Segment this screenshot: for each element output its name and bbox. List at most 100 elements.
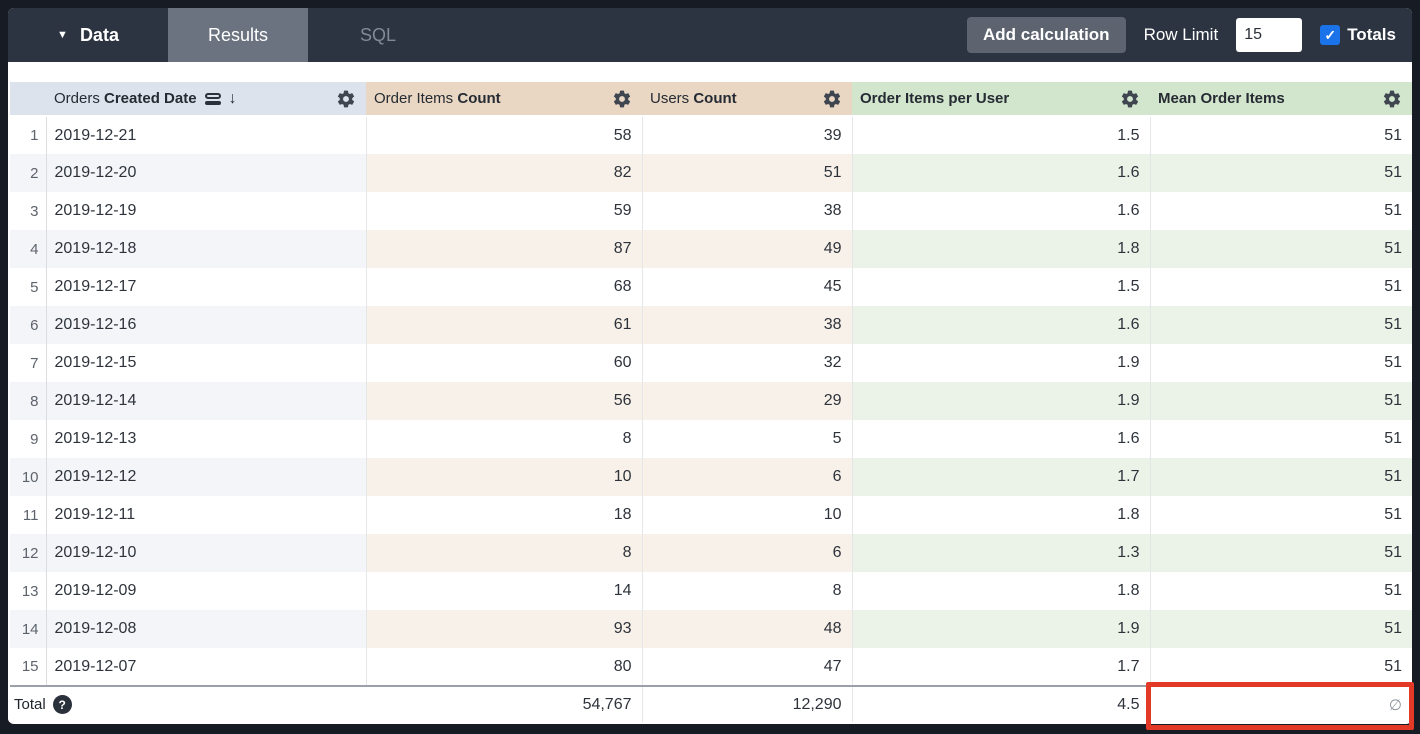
tab-sql[interactable]: SQL: [359, 24, 397, 45]
cell-mean-order-items[interactable]: 51: [1384, 582, 1402, 599]
cell-order-items-per-user[interactable]: 1.7: [852, 648, 1151, 686]
cell-order-items-count[interactable]: 68: [366, 268, 643, 306]
cell-order-items-count[interactable]: 82: [366, 154, 643, 192]
table-row[interactable]: 14 2019-12-08 93 48 1.9 51: [10, 610, 1412, 648]
cell-order-items-per-user[interactable]: 1.3: [852, 534, 1151, 572]
cell-order-items-count[interactable]: 61: [366, 306, 643, 344]
cell-order-items-per-user[interactable]: 1.5: [852, 268, 1151, 306]
table-row[interactable]: 5 2019-12-17 68 45 1.5 51: [10, 268, 1412, 306]
cell-mean-order-items[interactable]: 51: [1384, 657, 1402, 675]
cell-mean-order-items[interactable]: 51: [1150, 610, 1412, 648]
table-row[interactable]: 7 2019-12-15 60 32 1.9 51: [10, 344, 1412, 382]
table-row[interactable]: 1 2019-12-21 58 39 1.5 51: [10, 116, 1412, 154]
cell-users-count[interactable]: 6: [642, 534, 853, 572]
cell-order-items-per-user[interactable]: 1.9: [852, 344, 1151, 382]
add-calculation-button[interactable]: Add calculation: [966, 17, 1126, 53]
cell-order-items-count[interactable]: 58: [366, 116, 643, 154]
cell-orders-created-date[interactable]: 2019-12-17: [46, 268, 367, 306]
cell-users-count[interactable]: 38: [642, 306, 853, 344]
cell-orders-created-date[interactable]: 2019-12-11: [46, 496, 367, 534]
gear-icon[interactable]: [1120, 89, 1140, 109]
cell-mean-order-items[interactable]: 51: [1150, 382, 1412, 420]
cell-order-items-per-user[interactable]: 1.9: [852, 610, 1151, 648]
cell-orders-created-date[interactable]: 2019-12-16: [46, 306, 367, 344]
cell-users-count[interactable]: 45: [642, 268, 853, 306]
table-row[interactable]: 6 2019-12-16 61 38 1.6 51: [10, 306, 1412, 344]
column-header-order-items-count[interactable]: Order Items Count: [366, 82, 642, 117]
sort-descending-icon[interactable]: ↓: [228, 89, 237, 107]
table-row[interactable]: 8 2019-12-14 56 29 1.9 51: [10, 382, 1412, 420]
cell-order-items-count[interactable]: 10: [366, 458, 643, 496]
cell-mean-order-items[interactable]: 51: [1150, 534, 1412, 572]
cell-mean-order-items[interactable]: 51: [1150, 154, 1412, 192]
cell-order-items-per-user[interactable]: 1.8: [852, 572, 1151, 610]
gear-icon[interactable]: [1382, 89, 1402, 109]
cell-mean-order-items[interactable]: 51: [1384, 354, 1402, 371]
totals-checkbox[interactable]: ✓: [1320, 25, 1341, 45]
cell-order-items-count[interactable]: 14: [366, 572, 643, 610]
cell-orders-created-date[interactable]: 2019-12-07: [46, 648, 367, 686]
cell-orders-created-date[interactable]: 2019-12-18: [46, 230, 367, 268]
help-icon[interactable]: ?: [52, 695, 72, 714]
cell-order-items-count[interactable]: 18: [366, 496, 643, 534]
column-header-mean-order-items[interactable]: Mean Order Items: [1150, 82, 1412, 117]
cell-orders-created-date[interactable]: 2019-12-19: [46, 192, 367, 230]
cell-order-items-count[interactable]: 8: [366, 420, 643, 458]
cell-users-count[interactable]: 5: [642, 420, 853, 458]
cell-order-items-per-user[interactable]: 1.6: [852, 154, 1151, 192]
cell-order-items-count[interactable]: 93: [366, 610, 643, 648]
cell-orders-created-date[interactable]: 2019-12-15: [46, 344, 367, 382]
cell-orders-created-date[interactable]: 2019-12-14: [46, 382, 367, 420]
gear-icon[interactable]: [612, 89, 632, 109]
cell-users-count[interactable]: 51: [642, 154, 853, 192]
totals-toggle[interactable]: ✓ Totals: [1320, 25, 1396, 45]
table-row[interactable]: 2 2019-12-20 82 51 1.6 51: [10, 154, 1412, 192]
column-header-order-items-per-user[interactable]: Order Items per User: [852, 82, 1150, 117]
cell-mean-order-items[interactable]: 51: [1384, 126, 1402, 144]
cell-users-count[interactable]: 38: [642, 192, 853, 230]
cell-order-items-count[interactable]: 80: [366, 648, 643, 686]
cell-orders-created-date[interactable]: 2019-12-09: [46, 572, 367, 610]
cell-orders-created-date[interactable]: 2019-12-21: [46, 116, 367, 154]
table-row[interactable]: 4 2019-12-18 87 49 1.8 51: [10, 230, 1412, 268]
table-row[interactable]: 12 2019-12-10 8 6 1.3 51: [10, 534, 1412, 572]
cell-order-items-per-user[interactable]: 1.6: [852, 420, 1151, 458]
cell-users-count[interactable]: 49: [642, 230, 853, 268]
table-row[interactable]: 3 2019-12-19 59 38 1.6 51: [10, 192, 1412, 230]
cell-orders-created-date[interactable]: 2019-12-12: [46, 458, 367, 496]
cell-orders-created-date[interactable]: 2019-12-13: [46, 420, 367, 458]
cell-order-items-count[interactable]: 60: [366, 344, 643, 382]
cell-users-count[interactable]: 48: [642, 610, 853, 648]
data-section-toggle[interactable]: ▼ Data: [8, 8, 168, 62]
cell-users-count[interactable]: 47: [642, 648, 853, 686]
cell-order-items-per-user[interactable]: 1.7: [852, 458, 1151, 496]
gear-icon[interactable]: [336, 89, 356, 109]
cell-order-items-count[interactable]: 87: [366, 230, 643, 268]
cell-orders-created-date[interactable]: 2019-12-10: [46, 534, 367, 572]
cell-users-count[interactable]: 29: [642, 382, 853, 420]
column-header-orders-created-date[interactable]: Orders Created Date ↓: [46, 82, 366, 117]
cell-mean-order-items[interactable]: 51: [1384, 506, 1402, 523]
table-row[interactable]: 15 2019-12-07 80 47 1.7 51: [10, 648, 1412, 686]
gear-icon[interactable]: [822, 89, 842, 109]
cell-mean-order-items[interactable]: 51: [1384, 430, 1402, 447]
cell-users-count[interactable]: 6: [642, 458, 853, 496]
table-row[interactable]: 11 2019-12-11 18 10 1.8 51: [10, 496, 1412, 534]
cell-users-count[interactable]: 10: [642, 496, 853, 534]
cell-users-count[interactable]: 39: [642, 116, 853, 154]
cell-order-items-per-user[interactable]: 1.5: [852, 116, 1151, 154]
cell-mean-order-items[interactable]: 51: [1150, 458, 1412, 496]
cell-order-items-per-user[interactable]: 1.6: [852, 192, 1151, 230]
cell-order-items-count[interactable]: 56: [366, 382, 643, 420]
row-limit-input[interactable]: [1236, 18, 1303, 52]
cell-order-items-count[interactable]: 8: [366, 534, 643, 572]
column-header-users-count[interactable]: Users Count: [642, 82, 852, 117]
cell-users-count[interactable]: 8: [642, 572, 853, 610]
cell-order-items-per-user[interactable]: 1.9: [852, 382, 1151, 420]
cell-order-items-per-user[interactable]: 1.6: [852, 306, 1151, 344]
cell-orders-created-date[interactable]: 2019-12-08: [46, 610, 367, 648]
table-row[interactable]: 10 2019-12-12 10 6 1.7 51: [10, 458, 1412, 496]
table-row[interactable]: 9 2019-12-13 8 5 1.6 51: [10, 420, 1412, 458]
cell-mean-order-items[interactable]: 51: [1384, 278, 1402, 295]
cell-mean-order-items[interactable]: 51: [1150, 230, 1412, 268]
